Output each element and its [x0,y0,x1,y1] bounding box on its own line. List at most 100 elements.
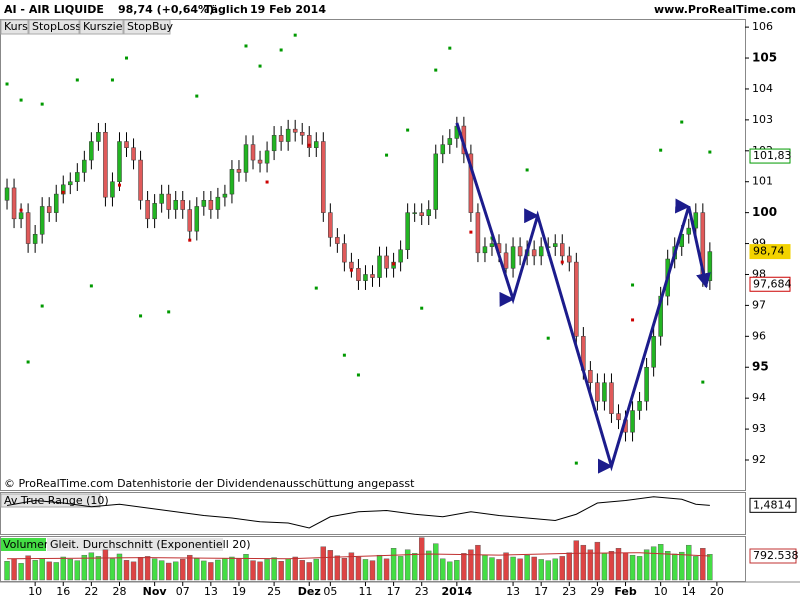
ema-line [7,552,710,560]
button-bar: Kurs StopLoss Kursziel StopBuy [0,19,174,35]
x-tick-label: 13 [204,585,218,598]
signal-dot [110,78,114,82]
x-tick-label: 2014 [442,585,473,598]
indicator-title: Av True Range (10) [4,494,109,507]
x-tick-label: Nov [143,585,168,598]
x-tick-label: 22 [84,585,98,598]
candle-body [651,336,656,368]
volume-bar [707,554,713,581]
candle-body [124,141,129,148]
candle-body [412,212,417,214]
candle-body [552,243,558,247]
signal-dot [89,284,93,288]
signal-dot [117,183,121,187]
x-tick-label: 07 [176,585,190,598]
volume-bar [46,561,52,581]
signal-dot [631,283,635,287]
candle-body [145,200,150,220]
x-tick-label: 10 [28,585,42,598]
volume-bar [636,556,643,581]
volume-bar [700,548,706,581]
candle-body [426,209,431,216]
y-tick-label: 104 [752,82,773,95]
volume-bar [60,556,66,581]
candle-body [61,184,66,195]
signal-dot [659,148,663,152]
signal-dot [349,268,353,272]
candle-body [503,252,509,269]
button-label[interactable]: Kurs [4,20,28,33]
candle-body [117,141,122,182]
candle-body [342,243,347,263]
candle-body [349,261,354,269]
candle-body [609,382,614,414]
candle-body [335,237,340,244]
signal-dot [434,68,438,72]
volume-bar [566,552,572,581]
volume-bar [552,558,558,581]
price-label-box [749,276,791,292]
candle-body [271,135,277,152]
signal-dot [314,286,318,290]
signal-dot [75,78,79,82]
button[interactable] [28,19,80,35]
button[interactable] [0,19,29,35]
candle-body [447,138,453,145]
period: Täglich [204,3,248,16]
candle-body [215,196,221,210]
volume-bar [165,562,172,581]
candle-body [328,212,333,238]
volume-bar [686,544,692,581]
legend-label: Volumen [3,538,51,551]
price-label-box [749,148,791,164]
volume-bar [664,551,671,581]
button[interactable] [79,19,124,35]
candle-body [489,243,495,247]
volume-bar [524,554,530,581]
volume-bar [25,555,31,581]
volume-bar [334,555,341,581]
volume-bar [454,560,460,581]
signal-dot [469,230,473,234]
candle-body [517,246,523,257]
volume-bar [67,558,73,581]
candle-body [510,246,516,269]
atr-line [6,496,710,529]
button-label[interactable]: StopLoss [32,20,81,33]
y-tick-label: 103 [752,113,773,126]
button-label[interactable]: Kursziel [83,20,126,33]
signal-dot [631,318,635,322]
button[interactable] [123,19,171,35]
signal-dot [244,44,248,48]
volume-bar [208,562,214,581]
x-tick-label: 19 [232,585,246,598]
signal-dot [188,238,192,242]
y-tick-label: 97 [752,298,766,311]
candle-body [103,131,108,198]
candle-body [299,131,305,136]
signal-dot [560,260,564,264]
candle-body [187,209,193,232]
signal-dot [392,262,396,266]
footnote: © ProRealTime.com Datenhistorie der Divi… [4,477,415,490]
button-label[interactable]: StopBuy [127,20,174,33]
volume-bar [4,561,10,581]
candle-body [644,366,649,402]
x-tick-label: 14 [682,585,696,598]
y-tick-label: 92 [752,453,766,466]
y-tick-label: 106 [752,20,773,33]
volume-bar [376,554,383,581]
indicator-label-box [0,493,101,508]
candle-body [264,150,270,164]
volume-bar [693,556,699,581]
volume-bar [397,556,404,581]
volume-bar [503,552,509,581]
volume-bar [278,561,284,581]
x-tick-label: 20 [710,585,724,598]
volume-bar [229,556,235,581]
candle-body [314,141,319,148]
volume-bar [187,554,193,581]
volume-bar [517,558,523,581]
volume-bar [404,549,411,581]
volume-bar [243,554,249,581]
